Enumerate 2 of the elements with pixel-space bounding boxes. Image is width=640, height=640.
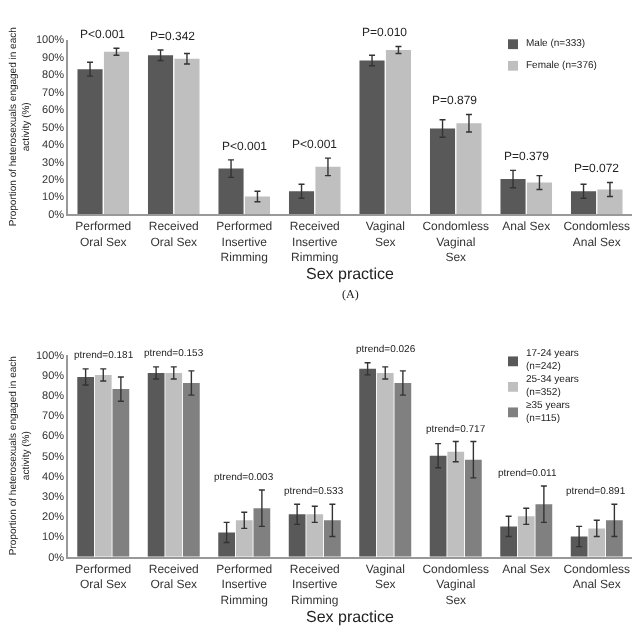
x-axis-title: Sex practice <box>305 265 396 284</box>
x-axis-title: Sex practice <box>305 608 396 627</box>
